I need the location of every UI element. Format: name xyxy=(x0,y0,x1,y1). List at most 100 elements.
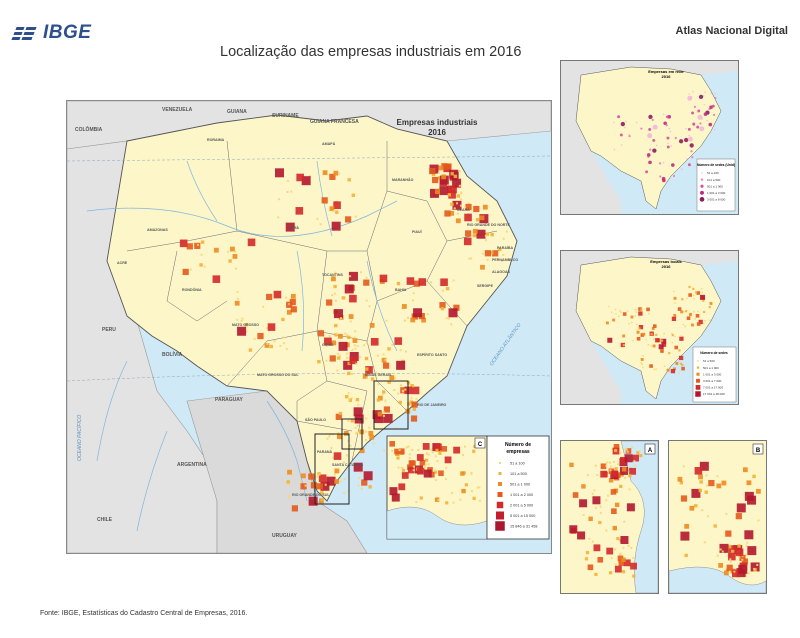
company-marker xyxy=(710,92,713,95)
company-marker xyxy=(449,210,454,216)
company-marker xyxy=(361,479,368,486)
company-marker xyxy=(186,243,193,250)
company-marker xyxy=(336,352,339,355)
company-marker xyxy=(706,484,709,487)
company-marker xyxy=(705,474,708,477)
company-marker xyxy=(331,340,337,346)
company-marker xyxy=(394,427,397,430)
zoom-inset-b[interactable]: B xyxy=(668,440,767,594)
company-marker xyxy=(241,317,244,320)
company-marker xyxy=(600,470,608,478)
company-marker xyxy=(652,324,657,328)
company-marker xyxy=(401,472,409,479)
company-marker xyxy=(393,377,396,380)
svg-text:TOCANTINS: TOCANTINS xyxy=(322,273,344,277)
company-marker xyxy=(357,403,360,406)
company-marker xyxy=(359,271,362,274)
company-marker xyxy=(691,156,694,159)
legend-swatch xyxy=(499,462,501,464)
company-marker xyxy=(296,173,304,182)
company-marker xyxy=(354,330,357,333)
zoom-inset-a[interactable]: A xyxy=(560,440,659,594)
company-marker xyxy=(456,212,459,215)
company-marker xyxy=(405,350,408,353)
company-marker xyxy=(316,475,319,478)
graticule xyxy=(67,155,551,382)
company-marker xyxy=(671,163,675,167)
company-marker xyxy=(714,92,716,95)
company-marker xyxy=(424,465,427,468)
company-marker xyxy=(648,114,653,120)
company-marker xyxy=(628,322,630,325)
company-marker xyxy=(370,377,375,381)
main-map[interactable]: Empresas industriais 2016 VENEZUELA GUIA… xyxy=(66,100,552,554)
company-marker xyxy=(608,305,610,308)
company-marker xyxy=(316,217,319,220)
company-marker xyxy=(445,501,449,505)
zoom-box-b[interactable] xyxy=(373,380,409,430)
company-marker xyxy=(287,469,292,475)
company-marker xyxy=(409,400,413,404)
company-marker xyxy=(714,97,717,100)
company-marker xyxy=(696,291,701,295)
company-marker xyxy=(353,344,356,347)
company-marker xyxy=(689,143,694,148)
company-marker xyxy=(630,546,633,549)
company-marker xyxy=(326,476,336,486)
company-marker xyxy=(680,335,682,337)
company-marker xyxy=(377,354,380,357)
company-marker xyxy=(453,207,456,210)
company-marker xyxy=(671,341,674,344)
company-marker xyxy=(610,311,613,314)
svg-text:RIO DE JANEIRO: RIO DE JANEIRO xyxy=(417,403,447,407)
inset-local-companies[interactable]: Empresas locais 2016 Número de sedes 51 … xyxy=(560,250,739,405)
company-marker xyxy=(343,431,349,436)
company-marker xyxy=(376,398,381,402)
mini-legend-swatch xyxy=(700,184,704,188)
company-marker xyxy=(684,137,689,143)
company-marker xyxy=(688,293,692,297)
company-marker xyxy=(451,492,454,495)
zoom-inset-c[interactable]: C xyxy=(386,435,488,540)
company-marker xyxy=(320,491,324,495)
company-marker xyxy=(606,547,614,555)
company-marker xyxy=(284,296,287,299)
company-marker xyxy=(295,226,298,229)
company-marker xyxy=(396,281,401,286)
company-marker xyxy=(248,348,253,352)
company-marker xyxy=(321,197,328,204)
company-marker xyxy=(287,496,290,499)
inset-network-companies[interactable]: Empresas em rede 2016 Número de sedes (U… xyxy=(560,60,739,215)
company-marker xyxy=(444,210,451,217)
company-marker xyxy=(755,488,761,494)
company-marker xyxy=(614,502,620,508)
company-marker xyxy=(745,553,748,556)
company-marker xyxy=(416,454,424,461)
company-marker xyxy=(343,360,353,370)
company-marker xyxy=(336,434,342,440)
company-marker xyxy=(617,115,621,119)
company-marker xyxy=(289,298,296,306)
company-marker xyxy=(692,287,695,291)
company-marker xyxy=(338,411,343,416)
company-marker xyxy=(310,482,317,489)
company-marker xyxy=(608,478,614,483)
company-marker xyxy=(611,470,619,478)
company-marker xyxy=(324,337,332,346)
company-marker xyxy=(704,91,706,93)
company-marker xyxy=(417,449,420,452)
company-marker xyxy=(385,319,388,322)
logo-text: IBGE xyxy=(43,22,92,43)
company-marker xyxy=(704,319,706,322)
company-marker xyxy=(381,393,384,396)
company-marker xyxy=(394,448,400,455)
company-marker xyxy=(691,323,694,327)
zoom-box-c[interactable] xyxy=(314,433,350,505)
company-marker xyxy=(461,453,464,456)
company-marker xyxy=(286,309,292,315)
company-marker xyxy=(212,275,221,283)
company-marker xyxy=(228,259,232,263)
company-marker xyxy=(277,216,280,219)
company-marker xyxy=(723,570,729,576)
svg-text:AMAPÁ: AMAPÁ xyxy=(322,141,336,146)
